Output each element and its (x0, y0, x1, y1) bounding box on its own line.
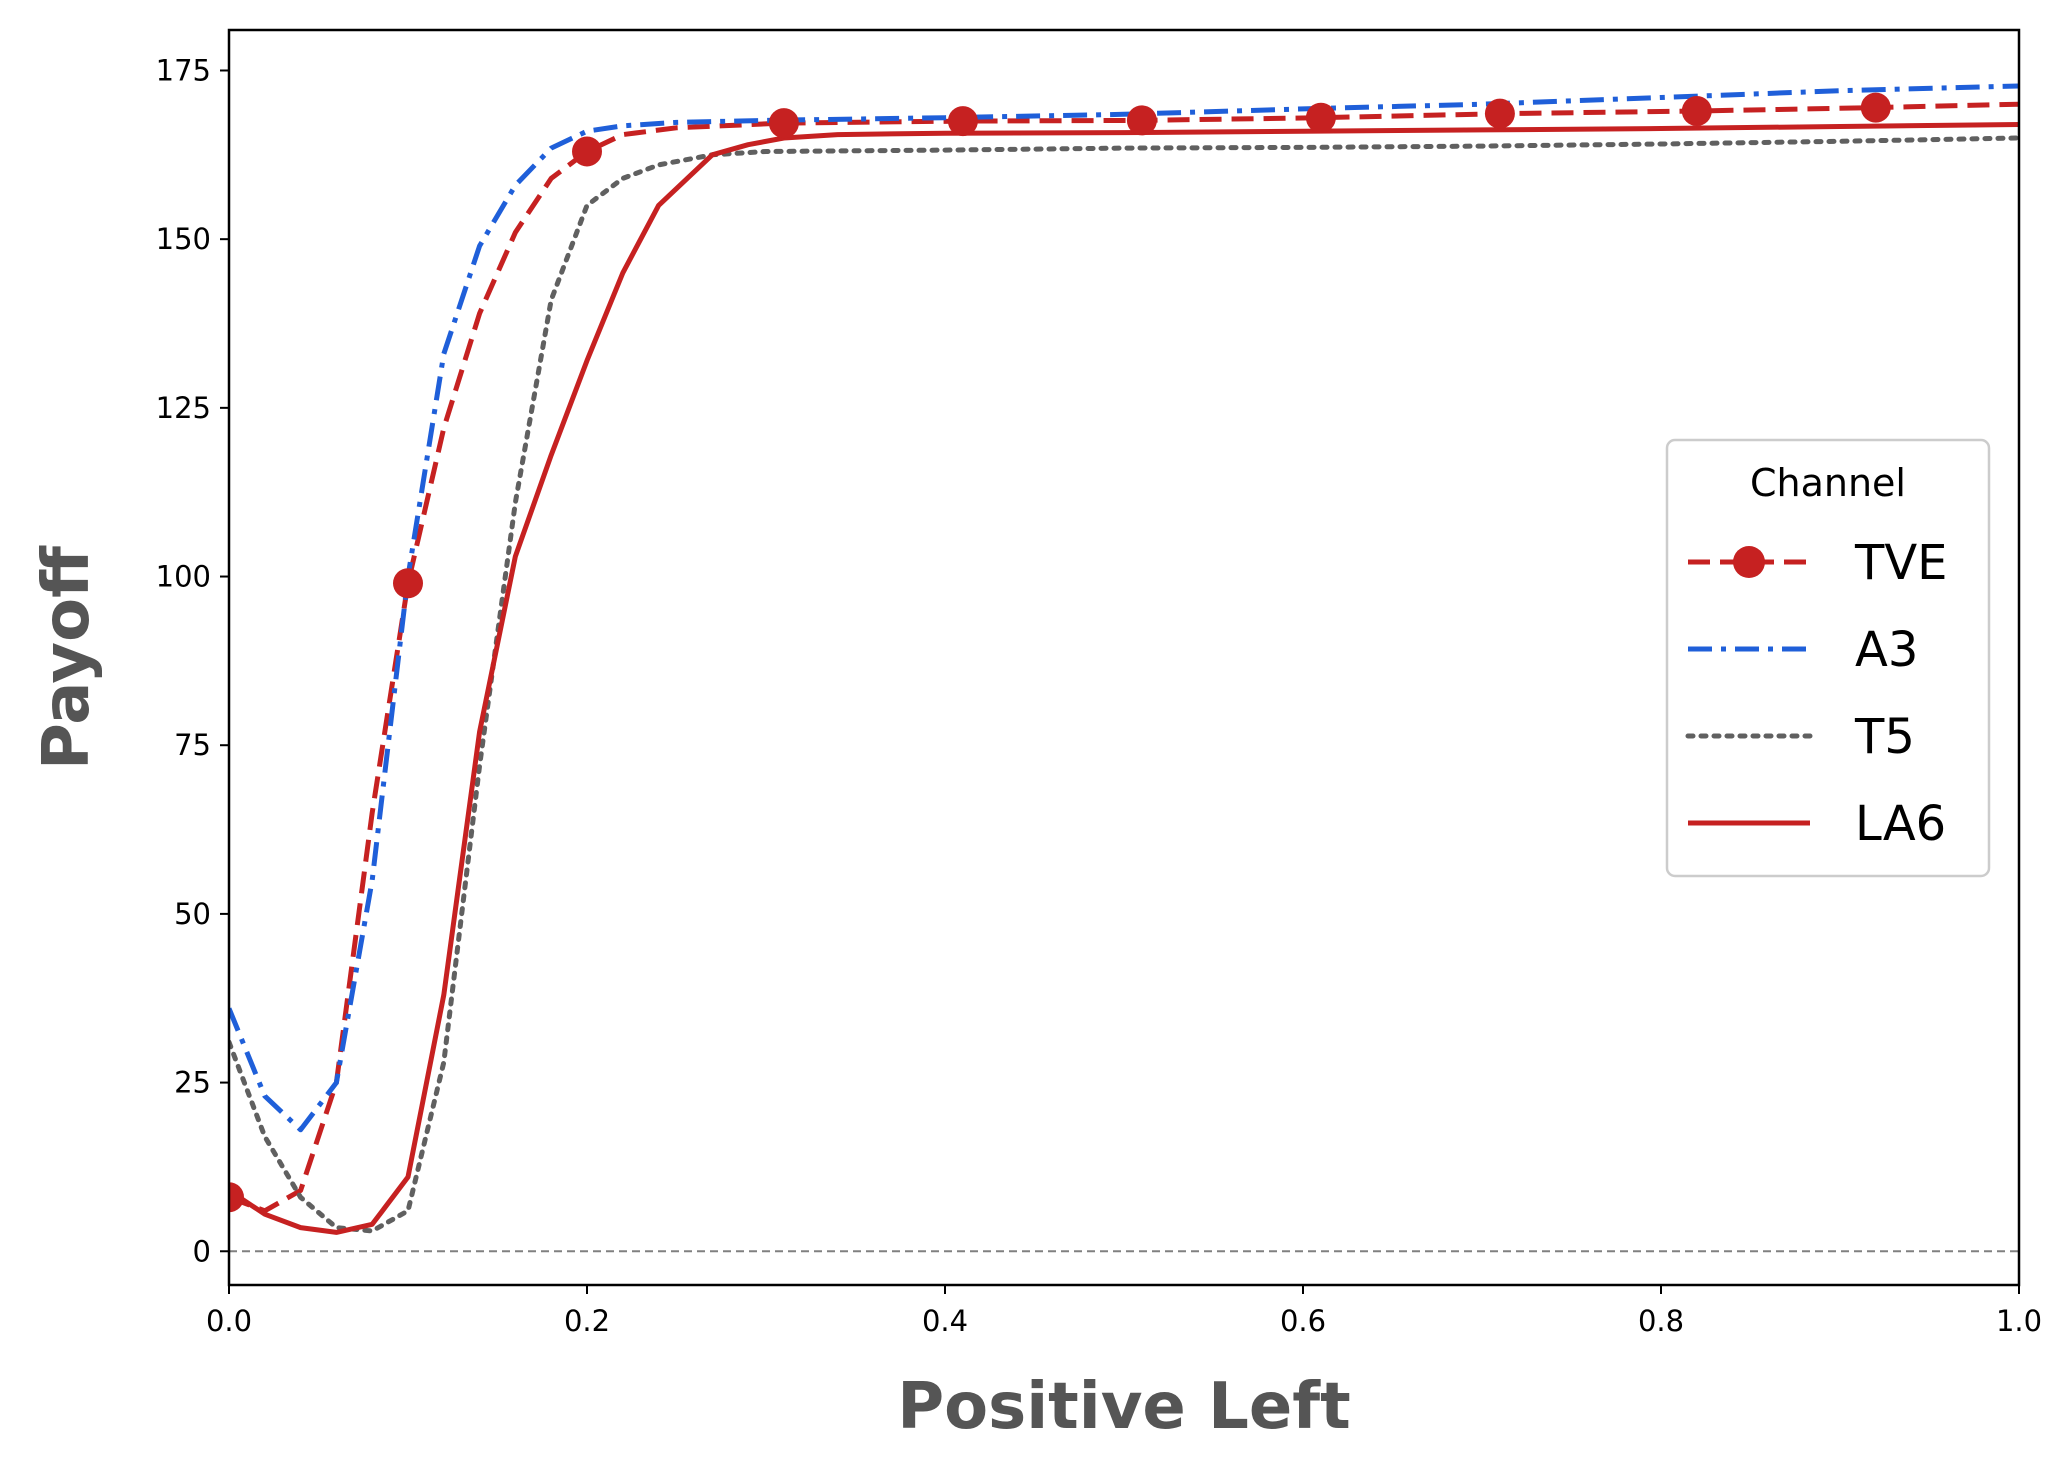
y-tick-label: 150 (156, 222, 211, 256)
x-tick-label: 0.2 (564, 1304, 610, 1338)
data-point-tve (1860, 92, 1891, 123)
data-point-tve (229, 1182, 244, 1213)
y-axis-title: Payoff (30, 545, 104, 770)
x-tick-label: 0.8 (1638, 1304, 1684, 1338)
data-point-tve (768, 108, 799, 139)
data-point-tve (947, 106, 978, 137)
plot-frame (227, 28, 2021, 1287)
legend-label: T5 (1854, 709, 1915, 765)
data-point-tve (393, 568, 423, 599)
data-point-tve (1305, 102, 1336, 133)
legend-entry-la6: LA6 (1688, 796, 1946, 852)
series-line-tve (229, 101, 2019, 1214)
series-line-la6 (229, 122, 2019, 1235)
x-tick-label: 1.0 (1996, 1304, 2042, 1338)
legend-label: LA6 (1855, 796, 1946, 852)
y-tick-label: 25 (174, 1066, 211, 1100)
x-tick-label: 0.0 (206, 1304, 252, 1338)
legend-entry-t5: T5 (1685, 709, 1915, 765)
legend-title: Channel (1750, 461, 1906, 505)
data-point-tve (1126, 105, 1157, 136)
series-line-a3 (229, 83, 2019, 1133)
y-tick-label: 0 (193, 1234, 211, 1268)
legend-label: TVE (1854, 535, 1947, 591)
legend-marker (1733, 546, 1765, 578)
y-tick-label: 50 (174, 897, 211, 931)
x-axis-title: Positive Left (897, 1370, 1350, 1444)
data-point-tve (1484, 98, 1515, 129)
data-point-tve (1681, 95, 1712, 126)
y-tick-label: 100 (156, 560, 211, 594)
legend-entry-a3: A3 (1688, 622, 1918, 678)
legend-label: A3 (1855, 622, 1918, 678)
legend: Channel TVE A3 T5 LA6 (1665, 438, 1991, 878)
x-axis: 0.0 0.2 0.4 0.6 0.8 1.0 (206, 1285, 2042, 1338)
data-point-tve (572, 136, 602, 167)
y-tick-label: 175 (156, 53, 211, 87)
y-tick-label: 125 (156, 391, 211, 425)
x-tick-label: 0.4 (922, 1304, 968, 1338)
y-axis: 0 25 50 75 100 125 150 175 (156, 53, 229, 1268)
legend-entry-tve: TVE (1688, 535, 1947, 591)
y-tick-label: 75 (174, 728, 211, 762)
x-tick-label: 0.6 (1280, 1304, 1326, 1338)
